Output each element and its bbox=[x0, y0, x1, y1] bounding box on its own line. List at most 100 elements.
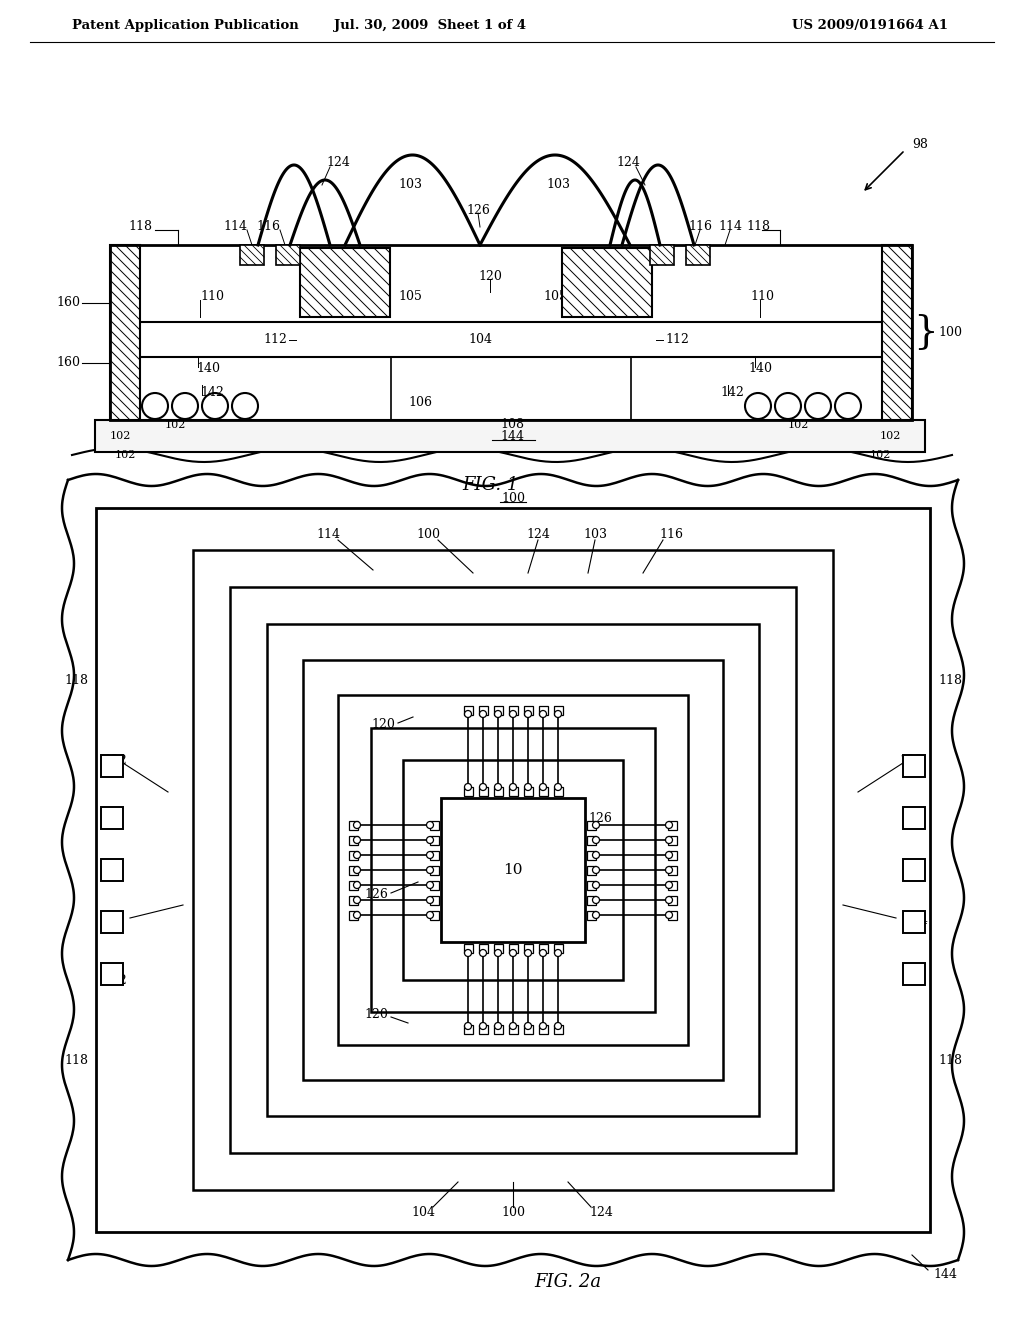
Text: 108: 108 bbox=[500, 418, 524, 432]
Text: 10: 10 bbox=[503, 863, 522, 876]
Circle shape bbox=[353, 882, 360, 888]
Bar bbox=[562, 248, 652, 317]
Circle shape bbox=[805, 393, 831, 418]
Bar bbox=[668, 836, 677, 845]
Text: 116: 116 bbox=[256, 220, 280, 234]
Text: 100: 100 bbox=[416, 528, 440, 541]
Text: 120: 120 bbox=[371, 718, 395, 731]
Bar bbox=[430, 880, 439, 890]
Bar bbox=[668, 866, 677, 874]
Bar bbox=[539, 787, 548, 796]
Bar bbox=[554, 787, 562, 796]
Text: 160: 160 bbox=[56, 356, 80, 370]
Text: 144: 144 bbox=[933, 1269, 957, 1282]
Text: 114: 114 bbox=[316, 528, 340, 541]
Text: 114: 114 bbox=[223, 220, 247, 234]
Circle shape bbox=[510, 784, 516, 791]
Bar bbox=[300, 248, 390, 317]
Bar bbox=[110, 246, 912, 420]
Circle shape bbox=[555, 784, 561, 791]
Text: 124: 124 bbox=[526, 528, 550, 541]
Bar bbox=[668, 895, 677, 904]
Bar bbox=[554, 706, 562, 715]
Bar bbox=[276, 246, 300, 265]
Bar bbox=[903, 807, 925, 829]
Text: 118: 118 bbox=[63, 673, 88, 686]
Bar bbox=[903, 755, 925, 777]
Text: 144: 144 bbox=[500, 429, 524, 442]
Circle shape bbox=[479, 784, 486, 791]
Text: 126: 126 bbox=[466, 203, 489, 216]
Bar bbox=[349, 836, 358, 845]
Bar bbox=[349, 880, 358, 890]
Circle shape bbox=[593, 837, 599, 843]
Circle shape bbox=[540, 1023, 547, 1030]
Bar bbox=[230, 587, 796, 1152]
Text: 110: 110 bbox=[750, 290, 774, 304]
Bar bbox=[554, 944, 562, 953]
Bar bbox=[349, 866, 358, 874]
Circle shape bbox=[427, 896, 433, 903]
Text: 102: 102 bbox=[869, 450, 891, 459]
Bar bbox=[668, 911, 677, 920]
Bar bbox=[349, 850, 358, 859]
Circle shape bbox=[593, 866, 599, 874]
Circle shape bbox=[479, 710, 486, 718]
Circle shape bbox=[427, 821, 433, 829]
Text: 103: 103 bbox=[583, 528, 607, 541]
Text: US 2009/0191664 A1: US 2009/0191664 A1 bbox=[792, 18, 948, 32]
Bar bbox=[371, 729, 655, 1012]
Circle shape bbox=[593, 851, 599, 858]
Text: 103: 103 bbox=[546, 178, 570, 191]
Bar bbox=[403, 760, 623, 979]
Circle shape bbox=[495, 710, 502, 718]
Circle shape bbox=[666, 882, 673, 888]
Bar bbox=[539, 706, 548, 715]
Circle shape bbox=[540, 949, 547, 957]
Text: Patent Application Publication: Patent Application Publication bbox=[72, 18, 299, 32]
Circle shape bbox=[353, 896, 360, 903]
Text: 106: 106 bbox=[408, 396, 432, 408]
Bar bbox=[430, 911, 439, 920]
Circle shape bbox=[745, 393, 771, 418]
Bar bbox=[430, 866, 439, 874]
Bar bbox=[101, 807, 123, 829]
Bar bbox=[101, 964, 123, 985]
Circle shape bbox=[666, 912, 673, 919]
Circle shape bbox=[427, 837, 433, 843]
Bar bbox=[430, 821, 439, 829]
Text: 118: 118 bbox=[938, 673, 962, 686]
Circle shape bbox=[353, 866, 360, 874]
Text: 110: 110 bbox=[200, 290, 224, 304]
Text: 124: 124 bbox=[98, 913, 122, 927]
Text: 140: 140 bbox=[196, 363, 220, 375]
Bar bbox=[338, 696, 688, 1045]
Bar bbox=[494, 944, 503, 953]
Circle shape bbox=[666, 866, 673, 874]
Bar bbox=[554, 1026, 562, 1034]
Circle shape bbox=[666, 837, 673, 843]
Text: 126: 126 bbox=[588, 812, 612, 825]
Bar bbox=[587, 836, 596, 845]
Circle shape bbox=[593, 821, 599, 829]
Text: 102: 102 bbox=[787, 420, 809, 430]
Circle shape bbox=[465, 949, 471, 957]
Bar bbox=[587, 880, 596, 890]
Text: 140: 140 bbox=[748, 363, 772, 375]
Circle shape bbox=[510, 710, 516, 718]
Text: 124: 124 bbox=[326, 157, 350, 169]
Bar bbox=[464, 944, 472, 953]
Bar bbox=[668, 850, 677, 859]
Text: 105: 105 bbox=[398, 290, 422, 304]
Text: 122: 122 bbox=[899, 754, 923, 767]
Text: 104: 104 bbox=[468, 333, 492, 346]
Bar bbox=[587, 895, 596, 904]
Bar bbox=[668, 821, 677, 829]
Text: 100: 100 bbox=[501, 491, 525, 504]
Bar bbox=[903, 964, 925, 985]
Circle shape bbox=[479, 1023, 486, 1030]
Circle shape bbox=[593, 912, 599, 919]
Bar bbox=[539, 1026, 548, 1034]
Circle shape bbox=[540, 710, 547, 718]
Circle shape bbox=[495, 1023, 502, 1030]
